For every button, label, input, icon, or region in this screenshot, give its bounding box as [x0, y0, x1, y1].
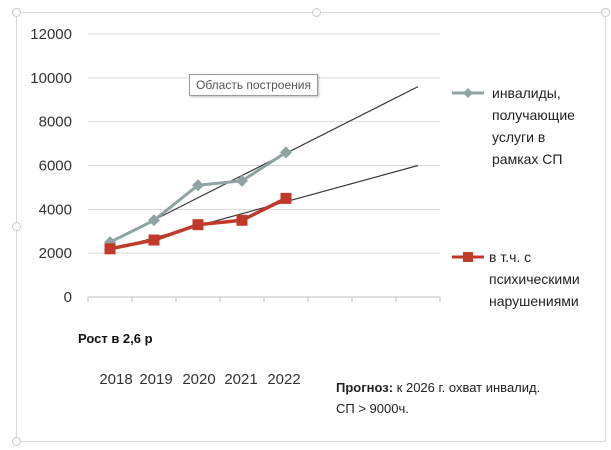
forecast-line-1: Прогноз: к 2026 г. охват инвалид.	[336, 380, 540, 395]
resize-handle-top-middle[interactable]	[312, 8, 321, 17]
x-category-label: 2022	[267, 371, 300, 388]
plot-area-tooltip: Область построения	[189, 74, 318, 96]
growth-note: Рост в 2,6 р	[78, 331, 153, 346]
data-point-diamond	[236, 174, 248, 187]
legend-label: в т.ч. с	[489, 249, 531, 265]
data-point-square	[192, 219, 204, 231]
data-point-diamond	[280, 146, 292, 159]
resize-handle-top-right[interactable]	[601, 8, 610, 17]
x-category-label: 2020	[182, 371, 215, 388]
y-tick-label: 6000	[39, 158, 72, 175]
legend-label: рамках СП	[492, 151, 562, 167]
data-point-square	[148, 234, 160, 246]
data-point-square	[236, 214, 248, 226]
x-category-label: 2019	[139, 371, 172, 388]
resize-handle-left-middle[interactable]	[12, 222, 21, 231]
y-tick-label: 2000	[39, 245, 72, 262]
x-category-label: 2021	[224, 371, 257, 388]
y-tick-label: 4000	[39, 201, 72, 218]
data-point-square	[104, 243, 116, 255]
forecast-label: Прогноз:	[336, 380, 393, 395]
y-tick-label: 0	[64, 289, 72, 306]
legend-marker-diamond	[463, 88, 473, 98]
data-point-square	[280, 192, 292, 204]
legend-label: психическими	[489, 271, 580, 287]
resize-handle-bottom-left[interactable]	[12, 437, 21, 446]
data-point-diamond	[192, 179, 204, 192]
y-tick-label: 12000	[30, 26, 72, 43]
legend-label: услуги в	[492, 129, 545, 145]
legend-label: нарушениями	[489, 293, 579, 309]
legend-marker-square	[463, 252, 473, 262]
forecast-text-1: к 2026 г. охват инвалид.	[393, 380, 540, 395]
forecast-line-2: СП > 9000ч.	[336, 401, 409, 416]
y-tick-label: 8000	[39, 114, 72, 131]
legend-label: получающие	[492, 107, 575, 123]
y-tick-label: 10000	[30, 70, 72, 87]
x-category-label: 2018	[99, 371, 132, 388]
resize-handle-top-left[interactable]	[12, 8, 21, 17]
data-point-diamond	[148, 214, 160, 227]
legend-label: инвалиды,	[492, 85, 561, 101]
